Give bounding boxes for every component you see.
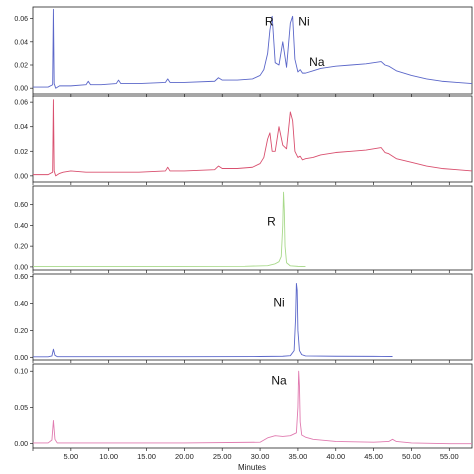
panel-1-y-tick-label: 0.06 bbox=[14, 16, 28, 23]
panel-5-y-tick-label: 0.00 bbox=[14, 441, 28, 448]
x-tick-label: 50.00 bbox=[402, 452, 421, 461]
x-tick-label: 5.00 bbox=[64, 452, 79, 461]
peak-label-ni: Ni bbox=[298, 15, 309, 29]
panel-3-y-tick-label: 0.20 bbox=[14, 244, 28, 251]
panel-3-trace bbox=[33, 191, 306, 268]
x-tick-label: 35.00 bbox=[289, 452, 308, 461]
x-axis-label: Minutes bbox=[238, 463, 266, 472]
x-tick-label: 15.00 bbox=[137, 452, 156, 461]
peak-label-na: Na bbox=[309, 55, 325, 69]
peak-label-r: R bbox=[265, 15, 274, 29]
panel-4-y-tick-label: 0.40 bbox=[14, 301, 28, 308]
x-tick-label: 10.00 bbox=[99, 452, 118, 461]
panel-1-y-tick-label: 0.00 bbox=[14, 86, 28, 93]
panel-2-y-tick-label: 0.06 bbox=[14, 100, 28, 107]
x-tick-label: 25.00 bbox=[213, 452, 232, 461]
panel-frame-4 bbox=[32, 273, 473, 361]
panel-frame-2 bbox=[32, 95, 473, 183]
panel-4-y-tick-label: 0.60 bbox=[14, 274, 28, 281]
x-tick-label: 40.00 bbox=[326, 452, 345, 461]
panel-4-trace bbox=[33, 282, 393, 358]
panel-1-y-tick-label: 0.04 bbox=[14, 39, 28, 46]
panel-4-y-tick-label: 0.20 bbox=[14, 328, 28, 335]
panel-5-y-tick-label: 0.10 bbox=[14, 369, 28, 376]
panel-frame-5 bbox=[32, 363, 473, 449]
panel-3-y-tick-label: 0.40 bbox=[14, 223, 28, 230]
peak-label-ni: Ni bbox=[273, 295, 284, 309]
panel-1-y-tick-label: 0.02 bbox=[14, 63, 28, 70]
panel-frame-3 bbox=[32, 185, 473, 271]
panel-4-y-tick-label: 0.00 bbox=[14, 355, 28, 362]
panel-3-y-tick-label: 0.60 bbox=[14, 202, 28, 209]
panel-1-trace bbox=[33, 8, 473, 89]
x-tick-label: 20.00 bbox=[175, 452, 194, 461]
panel-2-y-tick-label: 0.02 bbox=[14, 149, 28, 156]
panel-2-y-tick-label: 0.00 bbox=[14, 173, 28, 180]
x-tick-label: 45.00 bbox=[364, 452, 383, 461]
panel-2-y-tick-label: 0.04 bbox=[14, 124, 28, 131]
panel-frame-1 bbox=[32, 6, 473, 95]
panel-5-trace bbox=[33, 370, 472, 445]
peak-label-r: R bbox=[267, 214, 276, 228]
x-tick-label: 55.00 bbox=[440, 452, 459, 461]
panel-3-y-tick-label: 0.00 bbox=[14, 264, 28, 271]
panel-2-trace bbox=[33, 99, 473, 177]
panel-5-y-tick-label: 0.05 bbox=[14, 405, 28, 412]
x-tick-label: 30.00 bbox=[251, 452, 270, 461]
peak-label-na: Na bbox=[271, 373, 287, 387]
